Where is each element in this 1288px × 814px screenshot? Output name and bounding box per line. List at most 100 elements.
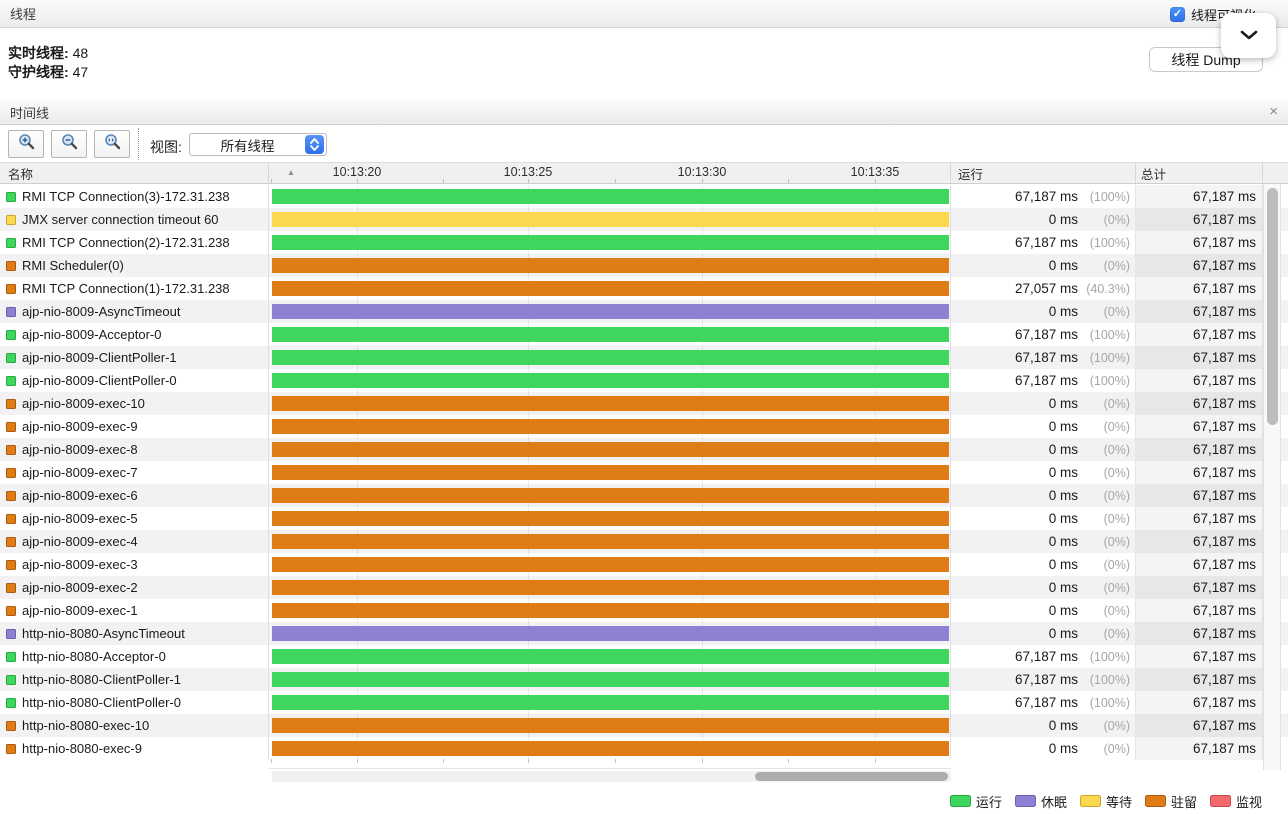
thread-state-icon	[6, 467, 16, 478]
running-percent: (0%)	[1103, 212, 1130, 227]
table-row[interactable]: ajp-nio-8009-exec-3 0 ms (0%) 67,187 ms	[0, 553, 1288, 576]
view-select[interactable]: 所有线程	[189, 133, 327, 156]
view-label: 视图:	[150, 139, 182, 155]
running-percent: (0%)	[1103, 603, 1130, 618]
horizontal-scrollbar[interactable]	[272, 771, 951, 782]
legend-item: 监视	[1209, 792, 1262, 811]
running-percent: (0%)	[1103, 580, 1130, 595]
thread-timeline-cell	[269, 346, 951, 369]
table-row[interactable]: ajp-nio-8009-exec-1 0 ms (0%) 67,187 ms	[0, 599, 1288, 622]
running-percent: (0%)	[1103, 557, 1130, 572]
table-row[interactable]: http-nio-8080-exec-10 0 ms (0%) 67,187 m…	[0, 714, 1288, 737]
vertical-scrollbar[interactable]	[1263, 184, 1281, 770]
close-icon[interactable]: ×	[1269, 103, 1278, 120]
zoom-out-icon	[61, 133, 78, 155]
zoom-out-button[interactable]	[51, 130, 87, 158]
thread-total-cell: 67,187 ms	[1136, 691, 1263, 714]
table-row[interactable]: RMI Scheduler(0) 0 ms (0%) 67,187 ms	[0, 254, 1288, 277]
thread-name-cell: ajp-nio-8009-exec-6	[0, 484, 269, 507]
table-row[interactable]: http-nio-8080-ClientPoller-1 67,187 ms (…	[0, 668, 1288, 691]
table-row[interactable]: ajp-nio-8009-exec-10 0 ms (0%) 67,187 ms	[0, 392, 1288, 415]
live-threads-label: 实时线程:	[8, 45, 69, 61]
thread-name-cell: ajp-nio-8009-exec-5	[0, 507, 269, 530]
legend-label: 休眠	[1040, 794, 1067, 810]
total-time: 67,187 ms	[1192, 718, 1256, 733]
thread-name: ajp-nio-8009-exec-6	[22, 488, 138, 503]
thread-state-icon	[6, 536, 16, 547]
thread-state-bar	[272, 350, 949, 365]
table-row[interactable]: ajp-nio-8009-exec-9 0 ms (0%) 67,187 ms	[0, 415, 1288, 438]
thread-name: http-nio-8080-ClientPoller-0	[22, 695, 181, 710]
horizontal-scrollbar-thumb[interactable]	[755, 772, 948, 781]
thread-timeline-cell	[269, 576, 951, 599]
total-time: 67,187 ms	[1192, 603, 1256, 618]
checkbox-checked-icon[interactable]: ✓	[1170, 6, 1185, 22]
table-row[interactable]: JMX server connection timeout 60 0 ms (0…	[0, 208, 1288, 231]
column-header-timeline[interactable]: ▲ 10:13:20 10:13:25 10:13:30 10:13:35	[269, 163, 951, 183]
table-row[interactable]: ajp-nio-8009-ClientPoller-1 67,187 ms (1…	[0, 346, 1288, 369]
vertical-scrollbar-thumb[interactable]	[1267, 188, 1278, 425]
time-tick-label: 10:13:35	[850, 165, 900, 179]
table-row[interactable]: ajp-nio-8009-exec-5 0 ms (0%) 67,187 ms	[0, 507, 1288, 530]
legend: 运行 休眠 等待 驻留 监视	[0, 792, 1262, 810]
running-time: 67,187 ms	[1014, 189, 1078, 204]
thread-name-cell: JMX server connection timeout 60	[0, 208, 269, 231]
thread-timeline-cell	[269, 461, 951, 484]
thread-name: ajp-nio-8009-exec-9	[22, 419, 138, 434]
table-row[interactable]: RMI TCP Connection(2)-172.31.238 67,187 …	[0, 231, 1288, 254]
table-row[interactable]: ajp-nio-8009-exec-4 0 ms (0%) 67,187 ms	[0, 530, 1288, 553]
legend-swatch-icon	[1144, 795, 1166, 807]
thread-running-cell: 0 ms (0%)	[951, 300, 1136, 323]
thread-state-bar	[272, 258, 949, 273]
table-row[interactable]: ajp-nio-8009-exec-2 0 ms (0%) 67,187 ms	[0, 576, 1288, 599]
table-row[interactable]: ajp-nio-8009-exec-8 0 ms (0%) 67,187 ms	[0, 438, 1288, 461]
thread-total-cell: 67,187 ms	[1136, 300, 1263, 323]
table-row[interactable]: ajp-nio-8009-exec-6 0 ms (0%) 67,187 ms	[0, 484, 1288, 507]
thread-total-cell: 67,187 ms	[1136, 507, 1263, 530]
thread-state-bar	[272, 718, 949, 733]
table-row[interactable]: RMI TCP Connection(3)-172.31.238 67,187 …	[0, 185, 1288, 208]
thread-total-cell: 67,187 ms	[1136, 392, 1263, 415]
table-row[interactable]: http-nio-8080-ClientPoller-0 67,187 ms (…	[0, 691, 1288, 714]
table-row[interactable]: ajp-nio-8009-Acceptor-0 67,187 ms (100%)…	[0, 323, 1288, 346]
table-row[interactable]: http-nio-8080-exec-9 0 ms (0%) 67,187 ms	[0, 737, 1288, 760]
thread-running-cell: 0 ms (0%)	[951, 530, 1136, 553]
thread-name-cell: ajp-nio-8009-ClientPoller-0	[0, 369, 269, 392]
thread-name: ajp-nio-8009-ClientPoller-0	[22, 373, 177, 388]
table-row[interactable]: http-nio-8080-Acceptor-0 67,187 ms (100%…	[0, 645, 1288, 668]
column-header-running[interactable]: 运行	[951, 163, 1136, 183]
collapse-panel-button[interactable]	[1221, 13, 1276, 58]
table-row[interactable]: ajp-nio-8009-ClientPoller-0 67,187 ms (1…	[0, 369, 1288, 392]
table-row[interactable]: http-nio-8080-AsyncTimeout 0 ms (0%) 67,…	[0, 622, 1288, 645]
thread-timeline-cell	[269, 208, 951, 231]
thread-timeline-cell	[269, 507, 951, 530]
thread-timeline-cell	[269, 599, 951, 622]
thread-name: ajp-nio-8009-exec-2	[22, 580, 138, 595]
thread-timeline-cell	[269, 300, 951, 323]
thread-state-bar	[272, 557, 949, 572]
column-header-name[interactable]: 名称	[0, 163, 269, 183]
thread-timeline-cell	[269, 714, 951, 737]
column-header-total[interactable]: 总计	[1136, 163, 1263, 183]
thread-dump-button[interactable]: 线程 Dump	[1149, 47, 1263, 72]
zoom-fit-button[interactable]	[94, 130, 130, 158]
table-row[interactable]: ajp-nio-8009-exec-7 0 ms (0%) 67,187 ms	[0, 461, 1288, 484]
column-header-spacer	[1263, 163, 1288, 183]
zoom-in-button[interactable]	[8, 130, 44, 158]
time-tick-label: 10:13:30	[677, 165, 727, 179]
running-percent: (0%)	[1103, 488, 1130, 503]
thread-running-cell: 0 ms (0%)	[951, 254, 1136, 277]
table-row[interactable]: RMI TCP Connection(1)-172.31.238 27,057 …	[0, 277, 1288, 300]
thread-state-bar	[272, 396, 949, 411]
thread-running-cell: 0 ms (0%)	[951, 576, 1136, 599]
thread-name: ajp-nio-8009-exec-4	[22, 534, 138, 549]
table-row[interactable]: ajp-nio-8009-AsyncTimeout 0 ms (0%) 67,1…	[0, 300, 1288, 323]
toolbar-divider	[138, 128, 139, 160]
thread-running-cell: 27,057 ms (40.3%)	[951, 277, 1136, 300]
legend-label: 运行	[975, 794, 1002, 810]
running-time: 0 ms	[1048, 511, 1078, 526]
daemon-threads-label: 守护线程:	[8, 64, 69, 80]
thread-state-icon	[6, 352, 16, 363]
running-percent: (0%)	[1103, 465, 1130, 480]
thread-state-icon	[6, 444, 16, 455]
